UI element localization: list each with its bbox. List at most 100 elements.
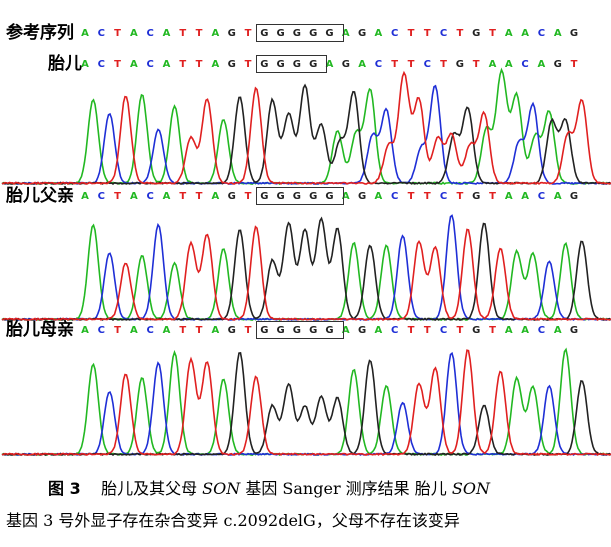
base-letter: T xyxy=(391,59,399,70)
base-letter: C xyxy=(97,59,105,70)
trace-line-T xyxy=(1,225,611,322)
base-letter: G xyxy=(569,191,579,202)
base-letter: G xyxy=(292,325,301,336)
base-letter: C xyxy=(391,28,399,39)
base-letter: G xyxy=(309,59,318,70)
base-letter: T xyxy=(440,59,447,70)
base-letter: A xyxy=(130,325,138,336)
base-letter: A xyxy=(341,191,350,202)
base-letter: A xyxy=(504,59,513,70)
base-letter: G xyxy=(325,191,334,202)
base-letter: T xyxy=(423,191,431,202)
base-letter: T xyxy=(179,325,187,336)
base-letter: A xyxy=(81,59,89,70)
base-letter: G xyxy=(292,59,301,70)
base-letter: C xyxy=(146,59,154,70)
base-letter: A xyxy=(341,325,350,336)
base-letter: T xyxy=(456,191,464,202)
base-letter: A xyxy=(81,191,89,202)
boxed-region xyxy=(256,321,344,339)
base-letter: A xyxy=(537,59,546,70)
base-letter: T xyxy=(114,28,121,39)
base-letter: T xyxy=(423,325,431,336)
base-letter: A xyxy=(211,59,220,70)
base-letter: A xyxy=(130,191,138,202)
trace-line-A xyxy=(1,223,611,321)
base-letter: A xyxy=(374,325,383,336)
base-letter: G xyxy=(357,191,367,202)
base-letter: C xyxy=(423,59,431,70)
base-letter: G xyxy=(227,191,236,202)
base-letter: A xyxy=(358,59,366,70)
base-letter: A xyxy=(374,191,383,202)
base-letter: G xyxy=(227,28,236,39)
base-letter: C xyxy=(146,191,154,202)
base-letter: T xyxy=(179,28,187,39)
base-letter: A xyxy=(553,28,562,39)
base-letter: C xyxy=(391,191,399,202)
base-letter: G xyxy=(309,325,318,336)
base-letter: A xyxy=(81,325,89,336)
base-letter: T xyxy=(244,325,252,336)
base-letter: G xyxy=(292,28,301,39)
base-letter: T xyxy=(456,28,464,39)
trace-line-C xyxy=(1,351,611,457)
base-letter: T xyxy=(423,28,431,39)
base-letter: G xyxy=(276,325,285,336)
track-label-fetus: 胎儿 xyxy=(48,54,82,74)
base-letter: A xyxy=(211,28,220,39)
trace-line-G xyxy=(1,216,611,321)
chromatogram-father xyxy=(1,214,611,322)
base-letter: T xyxy=(195,191,203,202)
base-letter: G xyxy=(309,191,318,202)
base-letter: T xyxy=(407,28,415,39)
base-letter: C xyxy=(97,28,105,39)
base-letter: C xyxy=(391,325,399,336)
base-letter: G xyxy=(569,325,579,336)
base-letter: A xyxy=(162,28,171,39)
base-letter: C xyxy=(146,28,154,39)
base-letter: C xyxy=(439,191,448,202)
base-letter: T xyxy=(179,191,187,202)
chromatogram-mother xyxy=(1,347,611,457)
base-letter: A xyxy=(504,325,513,336)
track-label-reference: 参考序列 xyxy=(6,23,74,43)
base-letter: G xyxy=(276,191,285,202)
base-letter: G xyxy=(227,325,236,336)
base-letter: T xyxy=(195,59,203,70)
trace-line-A xyxy=(1,347,611,456)
base-letter: G xyxy=(260,191,269,202)
base-letter: G xyxy=(309,28,318,39)
caption-gene-name: SON xyxy=(202,479,241,498)
caption-text-part2: 基因 Sanger 测序结果 胎儿 xyxy=(245,479,447,498)
base-letter: A xyxy=(341,28,350,39)
base-letter: T xyxy=(489,325,496,336)
base-letter: A xyxy=(325,59,334,70)
base-letter: T xyxy=(244,28,252,39)
base-letter: C xyxy=(537,325,546,336)
base-letter: G xyxy=(260,28,269,39)
base-letter: T xyxy=(195,325,203,336)
caption-text-part1: 胎儿及其父母 xyxy=(101,479,198,498)
boxed-region xyxy=(256,55,328,73)
base-letter: A xyxy=(374,28,383,39)
base-letter: T xyxy=(114,59,121,70)
base-letter: G xyxy=(325,28,334,39)
base-letter: C xyxy=(439,325,448,336)
base-letter: G xyxy=(357,28,367,39)
chromatogram-fetus xyxy=(1,67,611,186)
base-letter: A xyxy=(130,28,138,39)
base-letter: G xyxy=(341,59,350,70)
base-letter: A xyxy=(162,325,171,336)
boxed-region xyxy=(256,187,344,205)
base-letter: G xyxy=(455,59,464,70)
base-letter: A xyxy=(504,191,513,202)
base-letter: G xyxy=(276,59,285,70)
base-letter: C xyxy=(521,59,529,70)
base-letter: G xyxy=(260,59,269,70)
base-letter: A xyxy=(521,325,529,336)
base-letter: G xyxy=(472,325,481,336)
trace-line-T xyxy=(1,349,611,457)
base-letter: T xyxy=(407,59,415,70)
base-letter: G xyxy=(553,59,562,70)
